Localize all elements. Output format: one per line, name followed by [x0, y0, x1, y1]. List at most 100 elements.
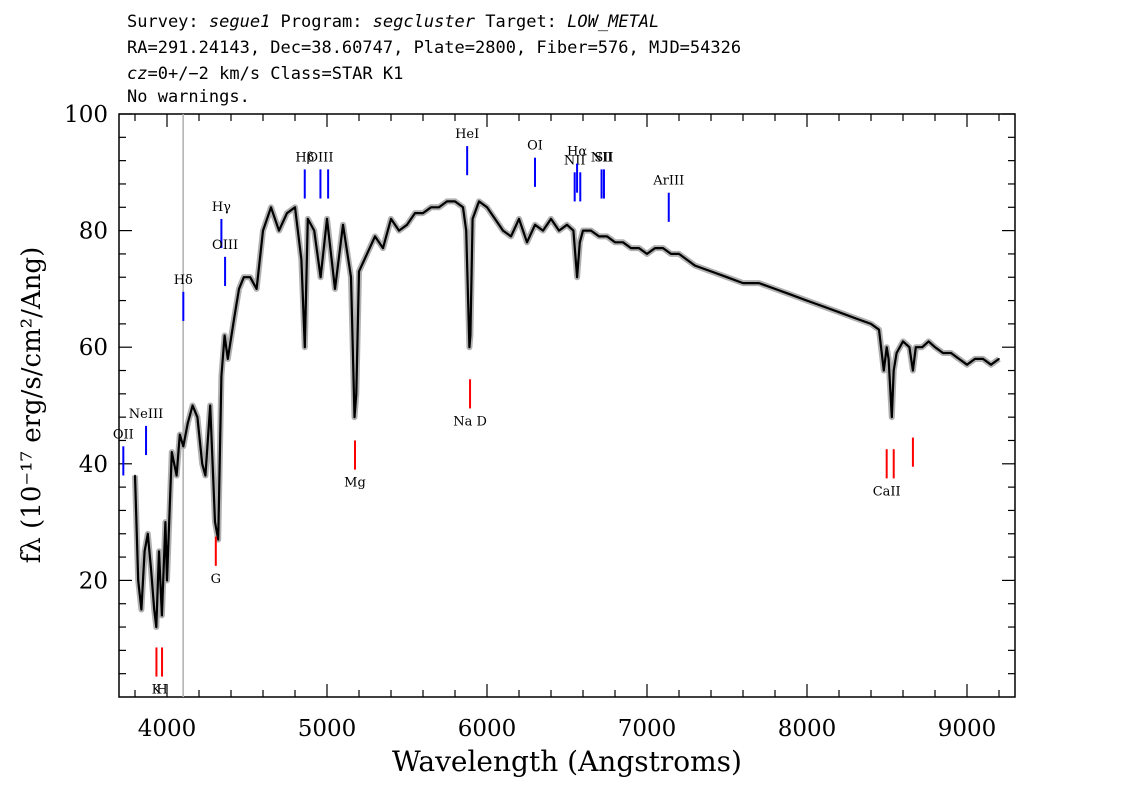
spectrum-point [390, 218, 392, 220]
spectrum-point [870, 323, 872, 325]
spectrum-point [223, 334, 226, 337]
spectrum-point [209, 404, 211, 407]
spectrum-point [171, 451, 173, 453]
spectrum-point [790, 293, 792, 296]
spectrum-point [958, 358, 960, 360]
spectrum-point [155, 626, 158, 628]
x-tick-label: 9000 [938, 716, 997, 742]
emission-line-label: HeI [455, 127, 479, 142]
plot-frame [118, 113, 1016, 698]
header-line-coordinates: RA=291.24143, Dec=38.60747, Plate=2800, … [127, 38, 742, 58]
spectrum-point [303, 346, 306, 349]
emission-line-label: NeIII [129, 407, 163, 422]
spectrum-point [398, 229, 400, 232]
spectrum-point [353, 416, 356, 418]
spectrum-point [478, 200, 480, 203]
spectrum-point [726, 276, 728, 279]
spectrum-point [598, 235, 600, 238]
spectrum-point [572, 229, 575, 232]
emission-line-label: SII [594, 150, 613, 165]
spectrum-point [510, 235, 512, 238]
spectrum-point [294, 206, 296, 209]
spectrum-point [927, 340, 930, 343]
spectrum-point [233, 317, 235, 319]
spectrum-point [313, 229, 316, 232]
spectrum-point [334, 288, 336, 290]
spectrum-point [143, 550, 146, 553]
spectrum-point [854, 317, 856, 319]
spectrum-point [238, 288, 240, 290]
spectrum-point [942, 352, 944, 354]
spectrum-point [191, 404, 194, 407]
spectrum-point [220, 375, 223, 378]
spectrum-point [576, 276, 578, 279]
spectrum-point [158, 550, 160, 553]
spectrum-point [147, 532, 149, 535]
spectrum-point [406, 223, 408, 226]
spectrum-point [182, 445, 185, 448]
spectrum-point [622, 241, 624, 244]
spectrum-point [558, 229, 560, 232]
spectrum-point [550, 218, 552, 220]
spectrum-point [342, 223, 344, 226]
spectrum-point [774, 288, 776, 290]
y-axis-label: fλ (10⁻¹⁷ erg/s/cm²/Ang) [17, 247, 47, 563]
spectrum-point [883, 369, 885, 372]
spectrum-point [196, 416, 199, 418]
spectrum-point [465, 229, 468, 232]
x-tick-label: 7000 [618, 716, 677, 742]
spectrum-point [579, 241, 581, 244]
spectrum-point [319, 276, 322, 279]
spectrum-point [806, 299, 808, 302]
spectrum-point [902, 340, 904, 343]
y-tick-label: 100 [64, 102, 108, 128]
emission-line-label: OIII [307, 150, 333, 165]
spectrum-point [822, 305, 824, 308]
spectrum-point [998, 358, 1000, 360]
spectrum-point [915, 346, 917, 349]
spectrum-point [175, 474, 178, 477]
spectrum-point [486, 206, 488, 209]
spectrum-point [646, 253, 648, 255]
x-tick-label: 5000 [298, 716, 357, 742]
y-tick-label: 40 [79, 452, 108, 478]
spectrum-point [227, 358, 229, 360]
spectrum-point [662, 247, 664, 249]
emission-line-label: ArIII [652, 174, 684, 189]
spectrum-point [934, 346, 936, 349]
spectrum-point [382, 247, 384, 249]
absorption-line-label: K [152, 683, 162, 698]
x-tick-label: 8000 [778, 716, 837, 742]
absorption-line-label: G [211, 572, 221, 587]
spectrum-point [582, 229, 584, 232]
header-line-warnings: No warnings. [127, 87, 250, 107]
header-line-redshift: cz=0+/−2 km/s Class=STAR K1 [127, 64, 404, 84]
spectrum-line [133, 200, 1000, 629]
spectrum-point [355, 393, 358, 395]
y-tick-label: 80 [79, 219, 108, 245]
emission-line-label: NII [591, 150, 613, 165]
spectrum-point [161, 614, 163, 617]
spectrum-point [654, 247, 656, 249]
spectrum-point [838, 311, 840, 314]
spectrum-error-band [132, 198, 1001, 630]
spectrum-point [326, 218, 328, 220]
spectrum-point [502, 229, 504, 232]
spectrum-point [201, 463, 203, 465]
emission-line-label: OII [113, 427, 134, 442]
x-tick-label: 4000 [138, 716, 197, 742]
spectrum-point [895, 352, 898, 354]
spectrum-point [187, 422, 189, 424]
spectrum-point [630, 247, 632, 249]
spectrum-point [887, 358, 890, 360]
spectrum-point [243, 276, 245, 279]
emission-line-label: OIII [212, 238, 238, 253]
spectrum-point [414, 212, 416, 214]
spectrum-point [534, 223, 536, 226]
spectrum-point [614, 241, 616, 244]
spectrum-point [469, 334, 472, 337]
emission-line-label: Hβ [295, 150, 314, 165]
spectrum-point [742, 282, 744, 284]
